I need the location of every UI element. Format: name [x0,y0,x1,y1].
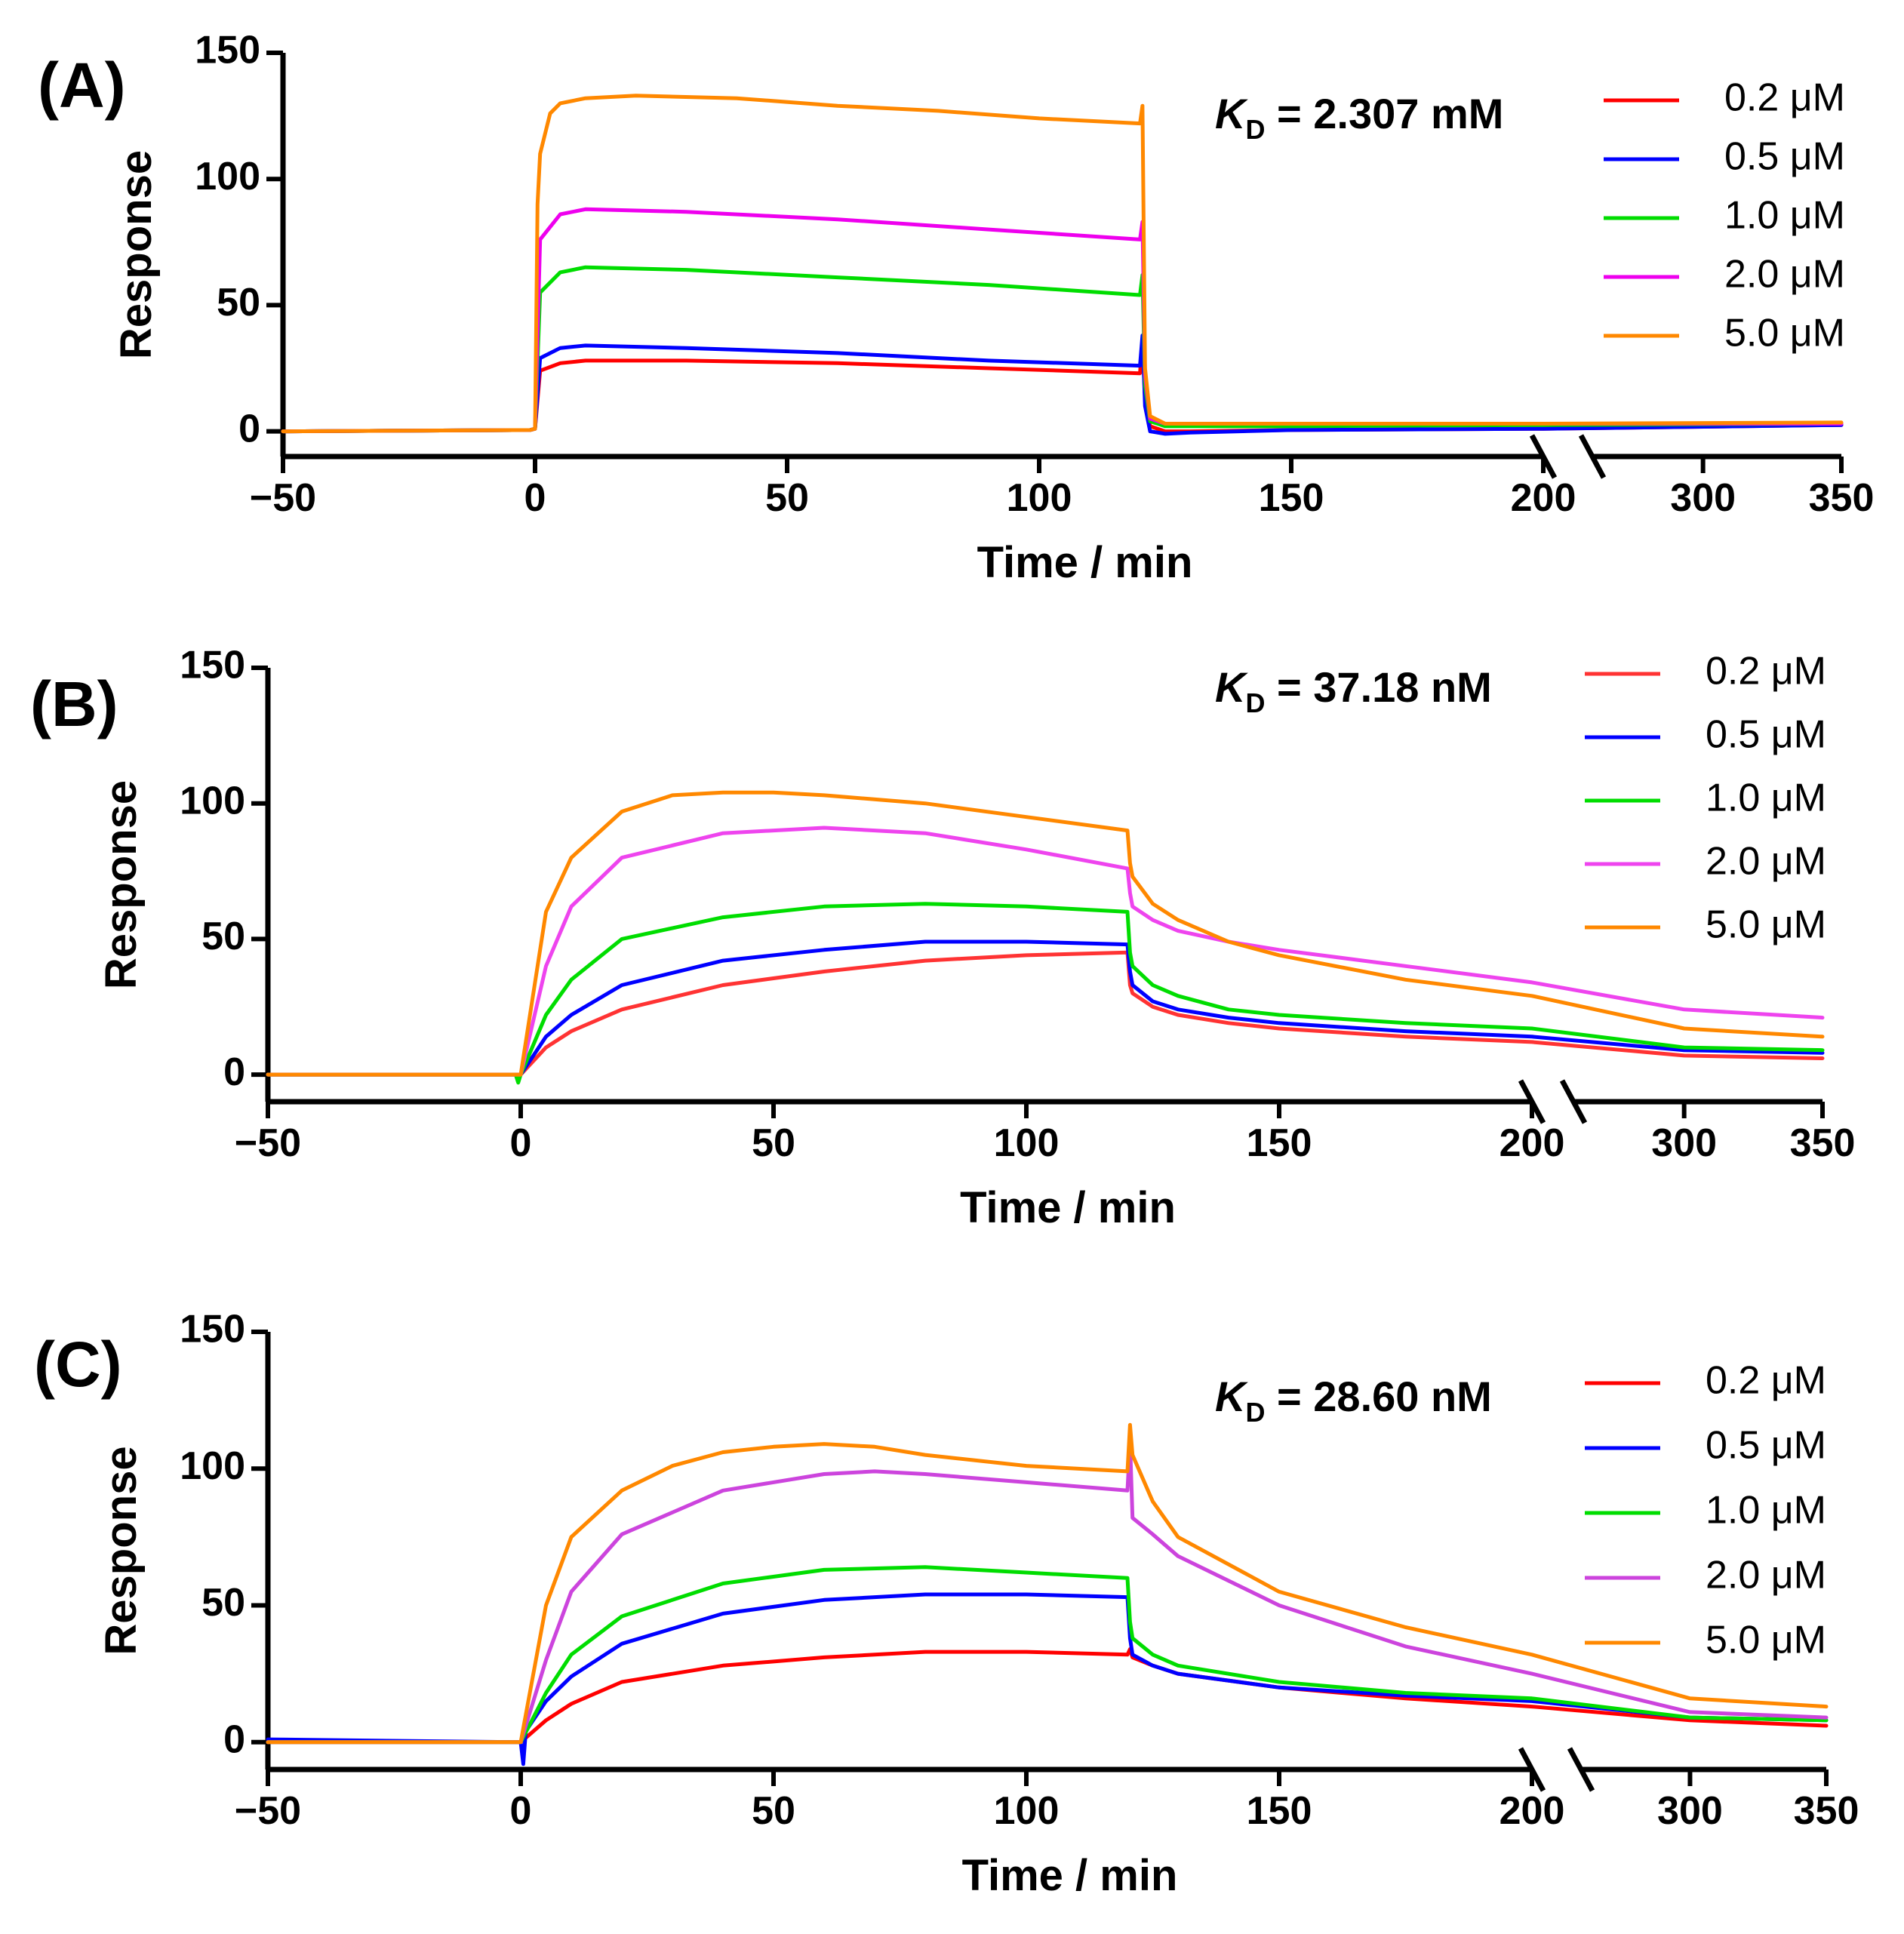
kd-symbol: K [1215,90,1248,137]
kd-symbol: K [1215,663,1248,711]
x-tick-label: 350 [1790,1121,1856,1165]
y-tick-label: 100 [180,1444,245,1488]
x-tick-label: 300 [1651,1121,1717,1165]
kd-value: = 28.60 nM [1265,1373,1491,1420]
series-line [266,826,1825,1077]
legend-label: 0.5 μM [1706,713,1826,757]
y-tick-label: 0 [223,1050,245,1094]
kd-subscript: D [1245,114,1265,145]
kd-annotation: KD = 2.307 mM [1215,90,1503,145]
x-tick-label: −50 [250,476,316,520]
kd-subscript: D [1245,1397,1265,1428]
x-tick-label: 50 [765,476,809,520]
x-tick-label: 100 [1007,476,1072,520]
kd-value: = 2.307 mM [1265,90,1503,137]
y-tick-label: 150 [180,1308,245,1351]
y-axis-title: Response [97,780,146,989]
series-line [266,1592,1829,1766]
series-line [266,939,1825,1077]
x-tick-label: 100 [994,1789,1060,1833]
panel-b: (B) 0 50 100 150 −50 0 50 100 150 200 300 350 Time / … [30,644,1855,1232]
legend-label: 5.0 μM [1706,903,1826,947]
series-line [281,207,1844,434]
panel-label: (C) [34,1329,122,1400]
legend-label: 1.0 μM [1724,194,1845,238]
series-line [281,265,1844,434]
legend: 0.2 μM 0.5 μM 1.0 μM 2.0 μM 5.0 μM [1585,1359,1826,1662]
x-tick-label: 150 [1259,476,1324,520]
legend-label: 2.0 μM [1706,840,1826,884]
series-line [281,94,1844,434]
y-tick-label: 0 [223,1717,245,1761]
axis-break-mark [1559,1079,1588,1124]
panel-label: (B) [30,669,118,739]
y-tick-label: 100 [195,155,260,198]
panel-c: (C) 0 50 100 150 −50 0 50 100 150 200 300 350 Time / … [34,1308,1859,1900]
series-line [281,334,1844,436]
x-tick-label: 0 [524,476,546,520]
x-tick-label: −50 [235,1789,301,1833]
series-line [266,1647,1829,1745]
legend-label: 0.2 μM [1724,76,1845,120]
kd-subscript: D [1245,687,1265,718]
legend-label: 5.0 μM [1724,312,1845,355]
x-tick-label: 0 [510,1789,532,1833]
x-tick-label: 0 [510,1121,532,1165]
x-tick-label: 50 [752,1789,795,1833]
kd-annotation: KD = 28.60 nM [1215,1373,1492,1428]
x-tick-label: 50 [752,1121,795,1165]
legend-label: 0.5 μM [1724,135,1845,179]
y-tick-label: 100 [180,779,245,822]
x-tick-label: −50 [235,1121,301,1165]
series-line [266,902,1825,1085]
x-tick-label: 100 [994,1121,1060,1165]
legend-label: 0.5 μM [1706,1424,1826,1468]
legend-label: 5.0 μM [1706,1619,1826,1662]
series-line [266,790,1825,1077]
x-tick-label: 200 [1500,1789,1565,1833]
y-axis-title: Response [97,1446,146,1655]
y-axis-title: Response [112,150,161,359]
x-tick-label: 300 [1670,476,1736,520]
y-tick-label: 150 [180,644,245,687]
x-axis-title: Time / min [960,1183,1176,1232]
legend-label: 2.0 μM [1706,1554,1826,1597]
series-line [266,950,1825,1077]
x-tick-label: 150 [1247,1789,1312,1833]
x-axis-title: Time / min [977,538,1193,587]
legend: 0.2 μM 0.5 μM 1.0 μM 2.0 μM 5.0 μM [1604,76,1845,355]
y-tick-label: 50 [201,1581,245,1625]
x-tick-label: 300 [1657,1789,1723,1833]
panel-a: (A) 0 50 100 150 −50 0 50 100 150 200 300 350 Time / … [38,29,1874,587]
legend-label: 0.2 μM [1706,1359,1826,1403]
legend-label: 1.0 μM [1706,1489,1826,1533]
x-tick-label: 200 [1511,476,1576,520]
x-tick-label: 200 [1500,1121,1565,1165]
axis-break-mark [1578,434,1607,479]
series-line [266,1439,1829,1745]
legend-label: 0.2 μM [1706,650,1826,693]
kd-value: = 37.18 nM [1265,663,1491,711]
panel-label: (A) [38,50,126,121]
x-axis-title: Time / min [962,1851,1178,1900]
series-line [266,1565,1829,1745]
x-tick-label: 150 [1247,1121,1312,1165]
y-tick-label: 50 [217,281,260,324]
kd-symbol: K [1215,1373,1248,1420]
x-tick-label: 350 [1794,1789,1859,1833]
axis-break-mark [1567,1747,1595,1792]
series-line [266,1422,1829,1745]
kd-annotation: KD = 37.18 nM [1215,663,1492,718]
legend: 0.2 μM 0.5 μM 1.0 μM 2.0 μM 5.0 μM [1585,650,1826,947]
legend-label: 2.0 μM [1724,253,1845,297]
x-tick-label: 350 [1809,476,1875,520]
y-tick-label: 150 [195,29,260,72]
legend-label: 1.0 μM [1706,776,1826,820]
y-tick-label: 0 [238,407,260,450]
series-line [281,338,1844,434]
y-tick-label: 50 [201,915,245,958]
